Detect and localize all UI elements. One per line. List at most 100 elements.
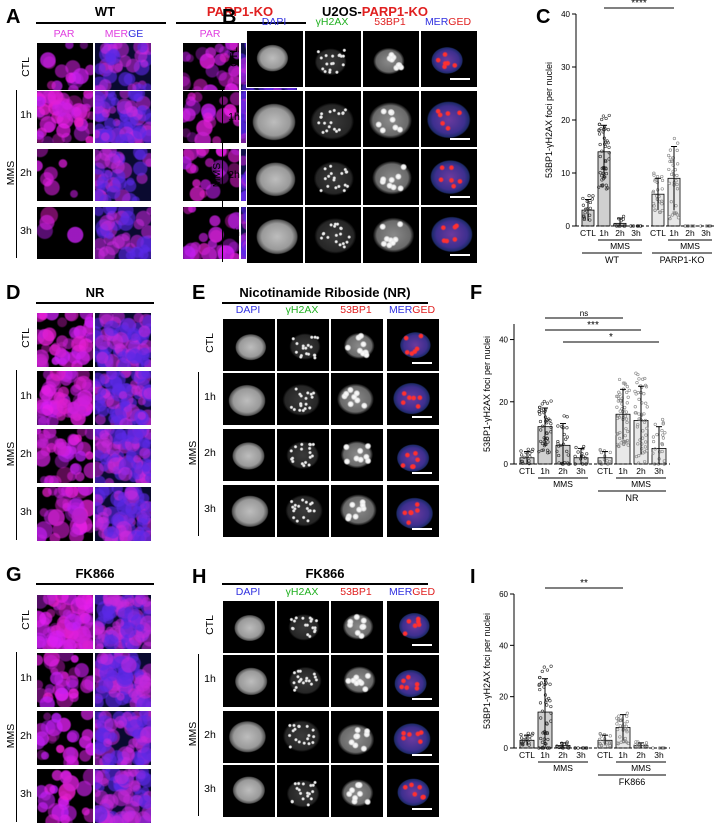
data-point <box>644 741 649 745</box>
x-tick-label: 3h <box>576 750 586 760</box>
scale-bar <box>450 78 470 80</box>
data-point <box>538 687 542 692</box>
panel-letter-d: D <box>6 282 21 304</box>
panel-a-mms-bracket <box>16 90 17 258</box>
data-point <box>602 733 607 737</box>
data-point <box>539 681 544 685</box>
panel-g-row-label: 3h <box>20 788 32 800</box>
data-point <box>607 113 611 118</box>
x-tick-label: 3h <box>654 466 664 476</box>
data-point <box>597 128 601 132</box>
data-point <box>652 204 656 208</box>
data-point <box>548 699 552 703</box>
panel-a-image-r3-c1 <box>36 148 94 202</box>
data-point <box>634 392 638 396</box>
data-point <box>617 377 622 382</box>
panel-g-image-r3-c2 <box>94 710 152 766</box>
data-point <box>616 741 620 745</box>
scale-bar <box>412 472 432 474</box>
data-point <box>623 722 627 726</box>
panel-h-image-r3-c4 <box>386 710 440 764</box>
data-point <box>641 451 645 455</box>
panel-a-image-r2-c1 <box>36 90 94 144</box>
data-point <box>636 744 640 748</box>
x-tick-label: CTL <box>580 228 596 238</box>
panel-e-row-label: 2h <box>204 447 216 459</box>
panel-b-image-r1-c4 <box>420 30 478 88</box>
panel-letter-i: I <box>470 566 476 588</box>
data-point <box>643 383 648 387</box>
panel-g-image-r2-c1 <box>36 652 94 708</box>
y-tick-label: 40 <box>499 641 508 650</box>
x-tick-label: CTL <box>519 466 535 476</box>
data-point <box>663 431 667 435</box>
data-point <box>667 181 672 185</box>
data-point <box>531 731 535 735</box>
data-point <box>637 417 641 421</box>
panel-d-mms-bracket <box>16 370 17 540</box>
data-point <box>652 202 656 206</box>
data-point <box>519 733 523 737</box>
data-point <box>660 199 664 203</box>
x-tick-label: 2h <box>558 750 568 760</box>
panel-b-image-r1-c3 <box>362 30 420 88</box>
data-point <box>537 409 541 413</box>
panel-letter-c: C <box>536 6 551 28</box>
panel-letter-g: G <box>6 564 22 586</box>
panel-b-title: U2OS-PARP1-KO <box>322 4 428 19</box>
group-label: MMS <box>610 241 630 251</box>
data-point <box>625 385 629 389</box>
data-point <box>625 390 629 394</box>
data-point <box>607 145 611 150</box>
panel-h-mms-label: MMS <box>187 721 199 747</box>
data-point <box>598 122 602 126</box>
data-point <box>549 399 553 403</box>
panel-a-image-r3-c3 <box>182 148 240 202</box>
data-point <box>667 215 672 219</box>
data-point <box>642 412 646 416</box>
data-point <box>635 380 639 385</box>
title-underline <box>222 302 428 304</box>
data-point <box>539 716 543 720</box>
data-point <box>541 745 545 750</box>
data-point <box>606 128 610 132</box>
data-point <box>600 117 604 122</box>
data-point <box>538 675 542 680</box>
data-point <box>668 217 672 221</box>
data-point <box>627 388 631 392</box>
data-point <box>625 714 629 718</box>
panel-h-image-r3-c3 <box>330 710 384 764</box>
y-tick-label: 60 <box>499 590 508 599</box>
data-point <box>672 136 677 141</box>
panel-d-row-label: 2h <box>20 448 32 460</box>
data-point <box>651 191 655 195</box>
data-point <box>590 197 594 201</box>
data-point <box>598 171 602 175</box>
panel-h-image-r4-c4 <box>386 764 440 818</box>
y-tick-label: 0 <box>566 222 571 231</box>
panel-d-image-r2-c1 <box>36 370 94 426</box>
data-point <box>528 455 532 459</box>
data-point <box>566 453 570 457</box>
col-header-merge: MERGE <box>104 28 144 40</box>
data-point <box>583 211 587 215</box>
data-point <box>626 429 630 434</box>
panel-b-image-r2-c3 <box>362 90 420 148</box>
data-point <box>617 717 621 721</box>
data-point <box>588 200 592 205</box>
data-point <box>622 442 626 447</box>
data-point <box>660 174 664 179</box>
data-point <box>602 740 607 744</box>
panel-e-image-r1-c3 <box>330 318 384 372</box>
data-point <box>547 417 551 421</box>
chart-i: 0 20 40 60 53BP1-γH2AX foci per nuclei CTL 1h 2… <box>482 578 670 787</box>
x-tick-label: 2h <box>636 466 646 476</box>
data-point <box>669 200 673 204</box>
data-point <box>655 180 659 185</box>
panel-a-mms-label: MMS <box>5 160 17 186</box>
group-label: MMS <box>631 763 651 773</box>
y-tick-label: 40 <box>499 336 508 345</box>
data-point <box>645 426 649 430</box>
data-point <box>616 742 620 746</box>
data-point <box>561 442 566 446</box>
